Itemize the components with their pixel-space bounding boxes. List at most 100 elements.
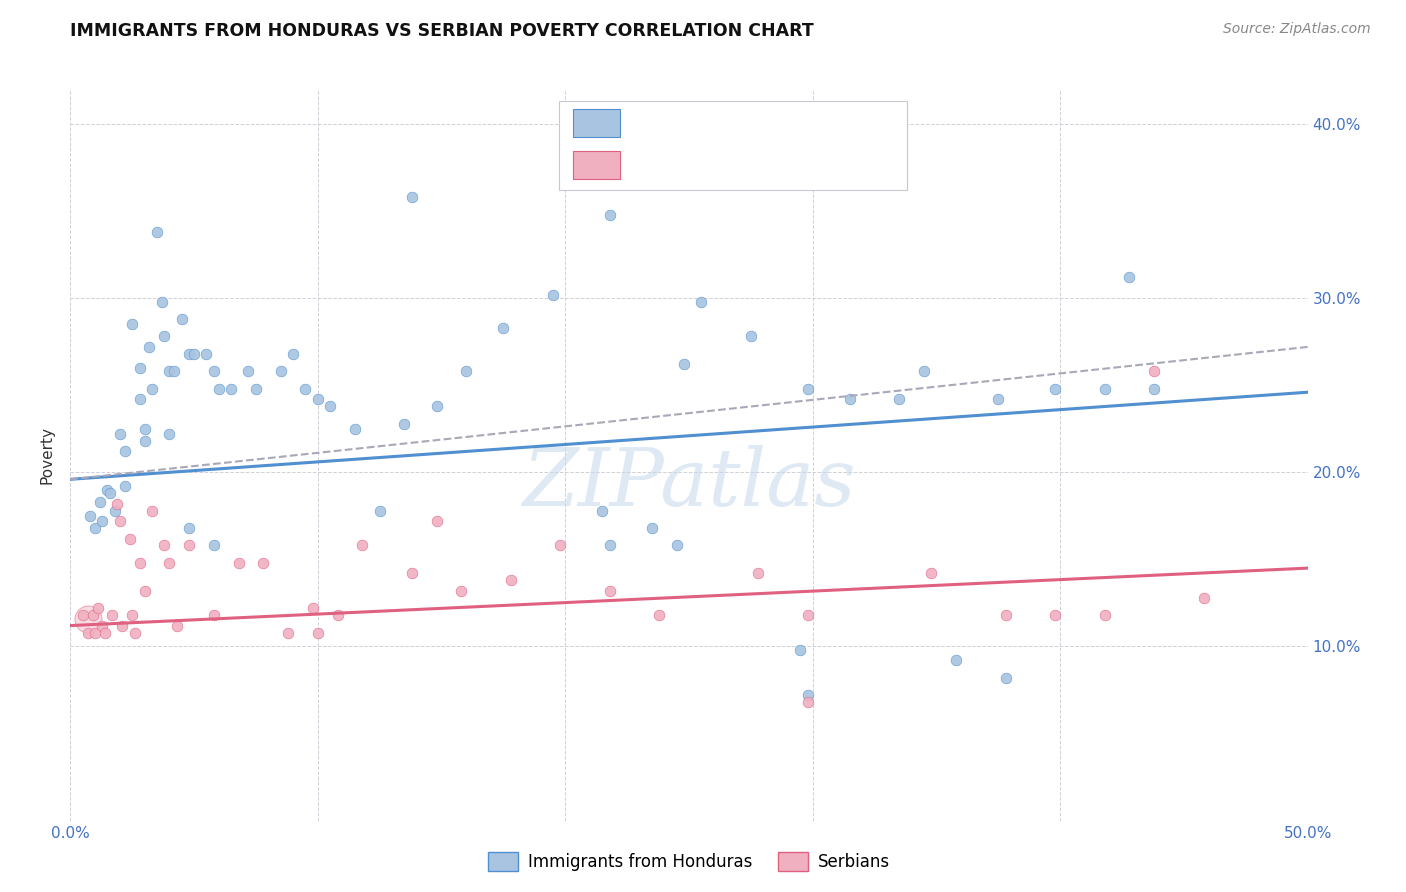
Point <box>166 618 188 632</box>
Point <box>128 392 150 407</box>
Point <box>114 444 136 458</box>
Point <box>401 190 423 204</box>
Text: Source: ZipAtlas.com: Source: ZipAtlas.com <box>1223 22 1371 37</box>
Point <box>150 294 173 309</box>
Point <box>690 294 713 309</box>
Point <box>128 360 150 375</box>
Point <box>72 608 94 623</box>
Point <box>134 583 156 598</box>
Point <box>157 427 180 442</box>
Point <box>277 625 299 640</box>
Point <box>153 539 176 553</box>
Point <box>599 539 621 553</box>
Point <box>141 382 163 396</box>
Point <box>648 608 671 623</box>
Point <box>672 357 695 371</box>
Point <box>796 695 818 709</box>
Point <box>492 320 515 334</box>
Point <box>394 417 416 431</box>
Point <box>270 364 292 378</box>
Text: ZIPatlas: ZIPatlas <box>522 445 856 523</box>
Point <box>425 514 447 528</box>
Point <box>157 364 180 378</box>
Point <box>401 566 423 581</box>
Point <box>994 671 1017 685</box>
Point <box>121 608 143 623</box>
Point <box>108 514 131 528</box>
Point <box>740 329 762 343</box>
Bar <box>574 110 620 137</box>
Point <box>208 382 231 396</box>
Point <box>170 312 193 326</box>
Point <box>238 364 260 378</box>
Point <box>118 532 141 546</box>
Point <box>134 434 156 448</box>
Point <box>105 497 128 511</box>
Y-axis label: Poverty: Poverty <box>39 425 55 484</box>
Point <box>202 364 225 378</box>
Point <box>177 347 200 361</box>
Point <box>245 382 267 396</box>
Point <box>108 427 131 442</box>
Point <box>599 583 621 598</box>
Point <box>138 340 160 354</box>
Point <box>994 608 1017 623</box>
Point <box>82 608 104 623</box>
Point <box>301 601 323 615</box>
Point <box>89 495 111 509</box>
Point <box>987 392 1010 407</box>
Point <box>425 399 447 413</box>
Point <box>91 514 114 528</box>
Point <box>456 364 478 378</box>
Point <box>1143 382 1166 396</box>
Point <box>450 583 472 598</box>
Point <box>157 556 180 570</box>
Point <box>796 382 818 396</box>
Point <box>548 539 571 553</box>
Point <box>104 503 127 517</box>
Point <box>195 347 218 361</box>
Legend: Immigrants from Honduras, Serbians: Immigrants from Honduras, Serbians <box>481 846 897 878</box>
Point <box>319 399 342 413</box>
Point <box>368 503 391 517</box>
Point <box>84 625 107 640</box>
Point <box>163 364 186 378</box>
Point <box>1094 382 1116 396</box>
Text: R =  0.134   N = 68: R = 0.134 N = 68 <box>634 114 810 132</box>
Point <box>326 608 349 623</box>
Point <box>343 422 366 436</box>
Point <box>128 556 150 570</box>
Point <box>889 392 911 407</box>
Point <box>124 625 146 640</box>
Point <box>111 618 134 632</box>
Point <box>920 566 942 581</box>
Point <box>1192 591 1215 605</box>
Point <box>202 608 225 623</box>
Point <box>599 208 621 222</box>
Point <box>91 618 114 632</box>
Point <box>121 318 143 332</box>
Text: IMMIGRANTS FROM HONDURAS VS SERBIAN POVERTY CORRELATION CHART: IMMIGRANTS FROM HONDURAS VS SERBIAN POVE… <box>70 22 814 40</box>
Point <box>838 392 860 407</box>
Point <box>76 625 98 640</box>
Point <box>219 382 242 396</box>
Point <box>789 643 811 657</box>
Point <box>1143 364 1166 378</box>
Point <box>84 521 107 535</box>
Point <box>747 566 769 581</box>
Point <box>177 521 200 535</box>
Point <box>94 625 117 640</box>
Point <box>76 612 98 626</box>
Point <box>541 287 564 301</box>
Point <box>202 539 225 553</box>
Point <box>183 347 205 361</box>
Point <box>796 608 818 623</box>
Point <box>228 556 250 570</box>
Point <box>665 539 688 553</box>
Point <box>79 508 101 523</box>
Point <box>101 608 124 623</box>
Point <box>134 422 156 436</box>
Point <box>1118 270 1140 285</box>
Point <box>499 574 522 588</box>
Point <box>1043 608 1066 623</box>
